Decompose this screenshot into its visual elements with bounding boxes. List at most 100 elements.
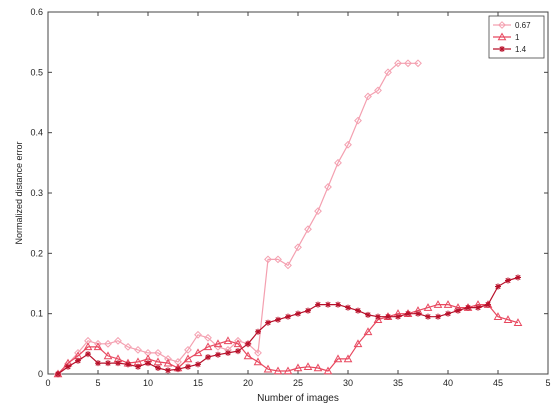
data-point: [415, 310, 421, 317]
data-point: [433, 300, 443, 308]
data-point: [283, 366, 293, 375]
data-point: [165, 367, 171, 374]
data-point: [333, 354, 343, 363]
data-point: [335, 301, 341, 308]
data-point: [324, 183, 332, 191]
data-point: [263, 364, 273, 373]
y-tick-label: 0.6: [30, 7, 43, 17]
data-point: [83, 342, 93, 351]
data-point: [493, 312, 503, 320]
data-point: [443, 300, 453, 308]
data-point: [275, 316, 281, 323]
data-point: [235, 348, 241, 355]
data-point: [355, 307, 361, 314]
series-group: [53, 59, 523, 378]
data-point: [513, 318, 523, 327]
legend-label: 1.4: [515, 45, 527, 54]
data-point: [325, 301, 331, 308]
data-point: [225, 349, 231, 356]
data-point: [374, 86, 382, 95]
data-point: [354, 116, 362, 125]
data-point: [195, 361, 201, 368]
data-point: [364, 92, 372, 101]
y-axis-label: Normalized distance error: [14, 141, 24, 244]
data-point: [445, 310, 451, 317]
data-point: [485, 301, 491, 308]
data-point: [255, 328, 261, 335]
data-point: [435, 313, 441, 320]
data-point: [184, 345, 192, 354]
data-point: [233, 339, 243, 348]
data-point: [215, 351, 221, 358]
data-point: [373, 315, 383, 323]
data-point: [394, 59, 402, 68]
data-point: [93, 342, 103, 351]
data-point: [264, 255, 272, 264]
data-point: [243, 351, 253, 360]
data-point: [95, 360, 101, 367]
x-tick-label: 15: [193, 378, 203, 388]
data-point: [303, 362, 313, 371]
data-point: [183, 354, 193, 363]
legend-label: 0.67: [515, 21, 531, 30]
data-point: [423, 303, 433, 311]
data-point: [295, 310, 301, 317]
x-tick-label: 40: [443, 378, 453, 388]
data-point: [135, 363, 141, 370]
data-point: [214, 342, 222, 351]
data-point: [104, 339, 112, 348]
data-point: [65, 363, 71, 370]
data-point: [365, 311, 371, 318]
y-tick-label: 0.4: [30, 128, 43, 138]
data-point: [175, 366, 181, 373]
data-point: [334, 158, 342, 167]
legend-label: 1: [515, 33, 520, 42]
data-point: [343, 354, 353, 363]
legend: 0.67 1 1.4: [488, 15, 545, 59]
x-tick-label: 0: [45, 378, 50, 388]
data-point: [503, 315, 513, 323]
data-point: [395, 313, 401, 320]
data-point: [103, 351, 113, 360]
data-point: [273, 366, 283, 375]
data-point: [75, 357, 81, 364]
data-point: [254, 348, 262, 357]
data-point: [285, 313, 291, 320]
data-point: [115, 360, 121, 367]
data-point: [114, 336, 122, 345]
data-point: [497, 32, 507, 41]
data-point: [265, 319, 271, 326]
data-point: [193, 348, 203, 357]
data-point: [363, 327, 373, 336]
data-point: [353, 339, 363, 348]
data-point: [284, 261, 292, 270]
data-point: [125, 361, 131, 368]
data-point: [245, 340, 251, 347]
data-point: [153, 357, 163, 366]
x-tick-label: 10: [143, 378, 153, 388]
data-point: [293, 363, 303, 372]
data-point: [499, 46, 505, 52]
data-point: [154, 348, 162, 357]
data-point: [344, 140, 352, 149]
data-point: [323, 366, 333, 375]
data-point: [105, 360, 111, 367]
data-point: [205, 354, 211, 361]
y-tick-label: 0: [38, 369, 43, 379]
data-point: [204, 333, 212, 342]
x-tick-label: 30: [343, 378, 353, 388]
x-tick-label: 25: [293, 378, 303, 388]
data-point: [345, 304, 351, 311]
x-tick-label: 20: [243, 378, 253, 388]
data-point: [134, 345, 142, 354]
x-tick-label: 35: [393, 378, 403, 388]
data-point: [455, 307, 461, 314]
data-point: [313, 363, 323, 372]
data-point: [425, 313, 431, 320]
data-point: [203, 342, 213, 351]
data-point: [405, 310, 411, 317]
data-point: [315, 301, 321, 308]
x-axis-label: Number of images: [257, 393, 339, 404]
data-point: [515, 274, 521, 281]
y-tick-label: 0.3: [30, 188, 43, 198]
